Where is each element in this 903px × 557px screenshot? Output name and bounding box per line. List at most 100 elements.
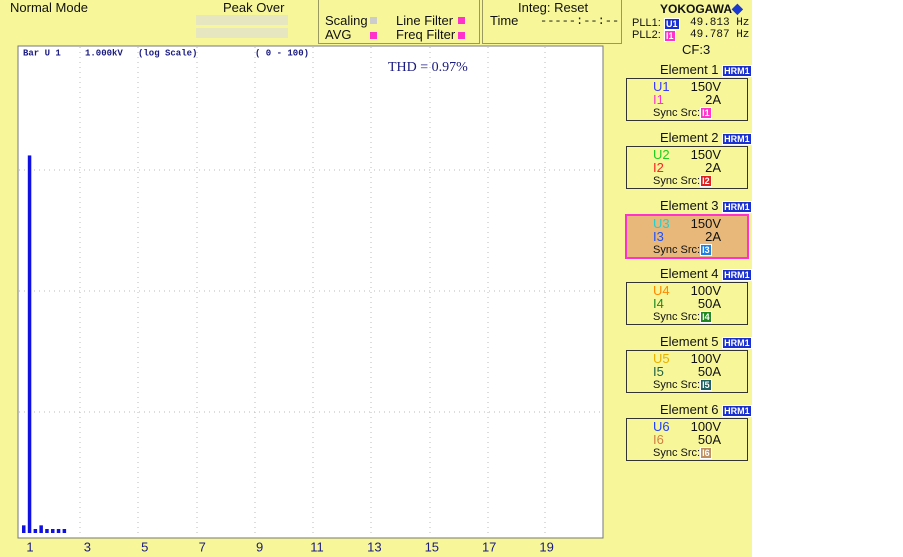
avg-indicator bbox=[370, 32, 377, 39]
channel-label: I3 bbox=[653, 229, 664, 244]
element-mode: HRM1 bbox=[722, 132, 752, 145]
peak-indicators bbox=[196, 28, 288, 38]
peak-over: Peak Over bbox=[223, 0, 285, 15]
pll-source: U1 bbox=[664, 18, 680, 30]
integ: Integ: Reset bbox=[518, 0, 589, 15]
bar bbox=[56, 529, 61, 533]
pll-source: I1 bbox=[664, 30, 676, 42]
pll-label: PLL2: bbox=[632, 29, 661, 41]
channel-range: 50A bbox=[697, 432, 721, 447]
sync-label: Sync Src: bbox=[653, 244, 701, 256]
channel-range: 150V bbox=[690, 147, 721, 162]
sync-label: Sync Src: bbox=[653, 379, 701, 391]
channel-range: 100V bbox=[690, 351, 721, 366]
pll-freq: 49.813 Hz bbox=[690, 17, 750, 29]
bottom-label: 19 bbox=[539, 539, 553, 554]
element-box: U1 150V I1 2A Sync Src: I1 bbox=[626, 78, 748, 121]
element-header: Element 4 HRM1 bbox=[660, 267, 752, 281]
element-mode: HRM1 bbox=[722, 268, 752, 281]
bottom-label: 11 bbox=[310, 539, 324, 554]
bar bbox=[27, 155, 32, 533]
instrument-screen: Normal Mode Peak Over Scaling AVG Line F… bbox=[0, 0, 752, 557]
sync-source: Sync Src: I4 bbox=[653, 311, 712, 324]
channel-label: I4 bbox=[653, 296, 664, 311]
sync-source: Sync Src: I5 bbox=[653, 379, 712, 392]
bar bbox=[51, 529, 55, 533]
chart-item: Bar U 1 bbox=[23, 48, 61, 58]
chart-order-range: ( 0 - 100) bbox=[255, 48, 309, 58]
element-title: Element 3 bbox=[660, 198, 719, 213]
peak-indicators bbox=[196, 15, 288, 25]
channel-label: U2 bbox=[653, 147, 670, 162]
pll-freq: 49.787 Hz bbox=[690, 29, 750, 41]
sync-badge: I3 bbox=[700, 244, 712, 257]
channel-range: 2A bbox=[705, 229, 721, 244]
chart-range: 1.000kV bbox=[85, 48, 123, 58]
element-mode: HRM1 bbox=[722, 336, 752, 349]
sync-source: Sync Src: I6 bbox=[653, 447, 712, 460]
brand-diamond: ◆ bbox=[732, 0, 743, 16]
scaling-indicator bbox=[370, 17, 377, 24]
time-label: Time bbox=[490, 13, 519, 28]
bar bbox=[45, 529, 49, 533]
filter-box bbox=[318, 0, 480, 44]
plot-area bbox=[17, 45, 604, 539]
channel-label: I2 bbox=[653, 160, 664, 175]
mode: Normal Mode bbox=[10, 0, 89, 15]
sync-badge: I2 bbox=[700, 175, 712, 188]
bottom-label: 13 bbox=[367, 539, 381, 554]
brand: YOKOGAWA◆ bbox=[660, 1, 743, 16]
element-box: U6 100V I6 50A Sync Src: I6 bbox=[626, 418, 748, 461]
element-box: U4 100V I4 50A Sync Src: I4 bbox=[626, 282, 748, 325]
channel-range: 50A bbox=[697, 296, 721, 311]
element-header: Element 3 HRM1 bbox=[660, 199, 752, 213]
element-title: Element 1 bbox=[660, 62, 719, 77]
element-header: Element 1 HRM1 bbox=[660, 63, 752, 77]
bottom-label: 9 bbox=[256, 539, 263, 554]
sync-source: Sync Src: I2 bbox=[653, 175, 712, 188]
bar bbox=[22, 525, 26, 533]
channel-label: U5 bbox=[653, 351, 670, 366]
scaling: Scaling bbox=[325, 13, 368, 28]
channel-range: 150V bbox=[690, 79, 721, 94]
element-box: U3 150V I3 2A Sync Src: I3 bbox=[625, 214, 749, 259]
channel-label: U6 bbox=[653, 419, 670, 434]
sync-badge: I4 bbox=[700, 311, 712, 324]
freq-filter-indicator bbox=[458, 32, 465, 39]
channel-label: I1 bbox=[653, 92, 664, 107]
channel-range: 100V bbox=[690, 419, 721, 434]
pll-label: PLL1: bbox=[632, 17, 661, 29]
bottom-label: 3 bbox=[84, 539, 91, 554]
sync-source: Sync Src: I1 bbox=[653, 107, 712, 120]
chart-scale: (log Scale) bbox=[138, 48, 197, 58]
element-mode: HRM1 bbox=[722, 64, 752, 77]
harmonic-chart: Bar U 1 1.000kV (log Scale) ( 0 - 100) T… bbox=[17, 45, 604, 554]
sync-label: Sync Src: bbox=[653, 107, 701, 119]
bar bbox=[39, 525, 43, 533]
brand-text: YOKOGAWA bbox=[660, 2, 733, 16]
channel-label: I6 bbox=[653, 432, 664, 447]
sync-badge: I1 bbox=[700, 107, 712, 120]
bar bbox=[33, 529, 38, 533]
sync-label: Sync Src: bbox=[653, 311, 701, 323]
element-title: Element 6 bbox=[660, 402, 719, 417]
thd-annotation: THD = 0.97% bbox=[388, 60, 468, 75]
line-filter: Line Filter bbox=[396, 13, 454, 28]
element-title: Element 5 bbox=[660, 334, 719, 349]
sync-badge: I6 bbox=[700, 447, 712, 460]
element-mode: HRM1 bbox=[722, 200, 752, 213]
channel-range: 150V bbox=[690, 216, 721, 231]
sync-label: Sync Src: bbox=[653, 447, 701, 459]
channel-range: 2A bbox=[705, 92, 721, 107]
integ-box bbox=[482, 0, 622, 44]
bottom-label: 15 bbox=[425, 539, 439, 554]
line-filter-indicator bbox=[458, 17, 465, 24]
sync-source: Sync Src: I3 bbox=[653, 244, 712, 257]
element-box: U2 150V I2 2A Sync Src: I2 bbox=[626, 146, 748, 189]
element-title: Element 2 bbox=[660, 130, 719, 145]
channel-range: 50A bbox=[697, 364, 721, 379]
sync-badge: I5 bbox=[700, 379, 712, 392]
avg: AVG bbox=[325, 27, 352, 42]
sync-label: Sync Src: bbox=[653, 175, 701, 187]
channel-range: 2A bbox=[705, 160, 721, 175]
